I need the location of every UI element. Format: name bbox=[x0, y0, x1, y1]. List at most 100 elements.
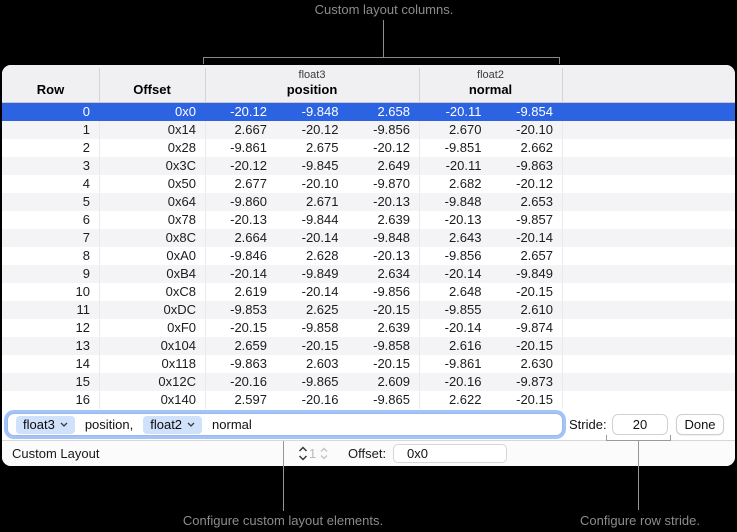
cell-position-x: -20.16 bbox=[230, 374, 267, 389]
cell-position-z: 2.609 bbox=[377, 374, 410, 389]
table-row[interactable]: 14 0x118 -9.863 2.603 -20.15 -9.861 2.63… bbox=[2, 355, 735, 373]
table-row[interactable]: 13 0x104 2.659 -20.15 -9.858 2.616 -20.1… bbox=[2, 337, 735, 355]
cell-filler bbox=[562, 373, 735, 391]
cell-normal-y: -20.15 bbox=[516, 338, 553, 353]
done-button[interactable]: Done bbox=[676, 414, 724, 435]
chevron-down-icon bbox=[187, 422, 195, 427]
callout-line-top bbox=[383, 20, 384, 57]
cell-row-index: 16 bbox=[75, 392, 90, 407]
cell-position-z: -9.848 bbox=[373, 230, 410, 245]
table-row[interactable]: 4 0x50 2.677 -20.10 -9.870 2.682 -20.12 bbox=[2, 175, 735, 193]
cell-position-z: -9.865 bbox=[373, 392, 410, 407]
cell-filler bbox=[562, 103, 735, 121]
cell-row-index: 12 bbox=[75, 320, 90, 335]
page-number: 1 bbox=[309, 446, 317, 461]
table-row[interactable]: 10 0xC8 2.619 -20.14 -9.856 2.648 -20.15 bbox=[2, 283, 735, 301]
cell-row-index: 3 bbox=[82, 158, 90, 173]
cell-normal-x: 2.682 bbox=[448, 176, 482, 191]
table-row[interactable]: 9 0xB4 -20.14 -9.849 2.634 -20.14 -9.849 bbox=[2, 265, 735, 283]
cell-position-x: -9.846 bbox=[230, 248, 267, 263]
cell-filler bbox=[562, 193, 735, 211]
callout-bracket-tick-left bbox=[203, 57, 204, 64]
cell-filler bbox=[562, 247, 735, 265]
column-header-row[interactable]: Row bbox=[36, 82, 65, 97]
cell-position-z: -20.13 bbox=[373, 248, 410, 263]
table-row[interactable]: 8 0xA0 -9.846 2.628 -20.13 -9.856 2.657 bbox=[2, 247, 735, 265]
cell-normal-x: -20.16 bbox=[444, 374, 482, 389]
cell-position-z: -20.15 bbox=[373, 302, 410, 317]
cell-offset: 0xDC bbox=[163, 302, 196, 317]
table-row[interactable]: 15 0x12C -20.16 -9.865 2.609 -20.16 -9.8… bbox=[2, 373, 735, 391]
cell-normal-y: -20.14 bbox=[516, 230, 553, 245]
cell-normal-y: -20.12 bbox=[516, 176, 553, 191]
cell-position-y: -9.849 bbox=[301, 266, 339, 281]
up-down-chevrons-icon[interactable] bbox=[298, 446, 308, 461]
cell-normal-x: -20.14 bbox=[444, 266, 482, 281]
table-row[interactable]: 16 0x140 2.597 -20.16 -9.865 2.622 -20.1… bbox=[2, 391, 735, 409]
cell-normal-x: -20.11 bbox=[445, 158, 482, 173]
cell-position-x: -20.14 bbox=[230, 266, 267, 281]
table-row[interactable]: 5 0x64 -9.860 2.671 -20.13 -9.848 2.653 bbox=[2, 193, 735, 211]
cell-offset: 0x78 bbox=[167, 212, 196, 227]
column-header-position[interactable]: float3 position bbox=[286, 69, 338, 97]
cell-offset: 0xC8 bbox=[165, 284, 196, 299]
column-header-normal[interactable]: float2 normal bbox=[468, 69, 513, 97]
stepper-icon[interactable] bbox=[320, 447, 328, 460]
cell-normal-y: -9.857 bbox=[516, 212, 553, 227]
cell-normal-x: -9.861 bbox=[444, 356, 482, 371]
cell-offset: 0x140 bbox=[160, 392, 196, 407]
table-row[interactable]: 1 0x14 2.667 -20.12 -9.856 2.670 -20.10 bbox=[2, 121, 735, 139]
cell-row-index: 9 bbox=[82, 266, 90, 281]
token-text-normal: normal bbox=[212, 417, 252, 432]
cell-position-y: -9.844 bbox=[301, 212, 339, 227]
type-token-float2[interactable]: float2 bbox=[143, 415, 203, 434]
cell-row-index: 13 bbox=[75, 338, 90, 353]
cell-position-x: -20.12 bbox=[230, 104, 267, 119]
cell-normal-x: -9.848 bbox=[444, 194, 482, 209]
stride-input[interactable] bbox=[612, 414, 668, 435]
layout-definition-field[interactable]: float3 position, float2 normal bbox=[7, 413, 563, 436]
table-row[interactable]: 2 0x28 -9.861 2.675 -20.12 -9.851 2.662 bbox=[2, 139, 735, 157]
cell-position-x: -9.863 bbox=[230, 356, 267, 371]
cell-row-index: 2 bbox=[82, 140, 90, 155]
cell-filler bbox=[562, 229, 735, 247]
table-row[interactable]: 0 0x0 -20.12 -9.848 2.658 -20.11 -9.854 bbox=[2, 103, 735, 121]
cell-normal-x: -9.856 bbox=[444, 248, 482, 263]
offset-label: Offset: bbox=[348, 446, 387, 461]
cell-row-index: 11 bbox=[76, 302, 91, 317]
cell-row-index: 14 bbox=[75, 356, 90, 371]
cell-position-y: -9.845 bbox=[301, 158, 339, 173]
cell-position-x: -20.13 bbox=[230, 212, 267, 227]
offset-input[interactable] bbox=[393, 444, 507, 463]
column-header-offset[interactable]: Offset bbox=[133, 82, 171, 97]
custom-layout-popup[interactable]: Custom Layout bbox=[12, 446, 100, 461]
header-separator bbox=[99, 68, 100, 102]
cell-filler bbox=[562, 157, 735, 175]
table-row[interactable]: 12 0xF0 -20.15 -9.858 2.639 -20.14 -9.87… bbox=[2, 319, 735, 337]
cell-filler bbox=[562, 175, 735, 193]
table-row[interactable]: 7 0x8C 2.664 -20.14 -9.848 2.643 -20.14 bbox=[2, 229, 735, 247]
cell-position-x: -9.860 bbox=[230, 194, 267, 209]
cell-position-z: -20.15 bbox=[373, 356, 410, 371]
cell-position-y: 2.603 bbox=[305, 356, 339, 371]
cell-row-index: 4 bbox=[82, 176, 90, 191]
stride-label: Stride: bbox=[569, 417, 607, 432]
cell-position-x: -20.15 bbox=[230, 320, 267, 335]
table-row[interactable]: 6 0x78 -20.13 -9.844 2.639 -20.13 -9.857 bbox=[2, 211, 735, 229]
column-separator bbox=[99, 103, 100, 409]
table-row[interactable]: 11 0xDC -9.853 2.625 -20.15 -9.855 2.610 bbox=[2, 301, 735, 319]
cell-filler bbox=[562, 121, 735, 139]
cell-position-y: 2.625 bbox=[305, 302, 339, 317]
cell-normal-y: 2.630 bbox=[520, 356, 553, 371]
cell-position-y: 2.671 bbox=[305, 194, 339, 209]
cell-position-x: 2.619 bbox=[234, 284, 267, 299]
cell-position-y: -9.848 bbox=[301, 104, 339, 119]
cell-row-index: 15 bbox=[75, 374, 90, 389]
cell-normal-x: 2.643 bbox=[448, 230, 482, 245]
type-token-float3[interactable]: float3 bbox=[16, 415, 75, 434]
table-row[interactable]: 3 0x3C -20.12 -9.845 2.649 -20.11 -9.863 bbox=[2, 157, 735, 175]
cell-row-index: 0 bbox=[82, 104, 90, 119]
column-separator bbox=[562, 103, 563, 409]
cell-offset: 0x3C bbox=[165, 158, 196, 173]
cell-normal-x: -9.851 bbox=[444, 140, 482, 155]
